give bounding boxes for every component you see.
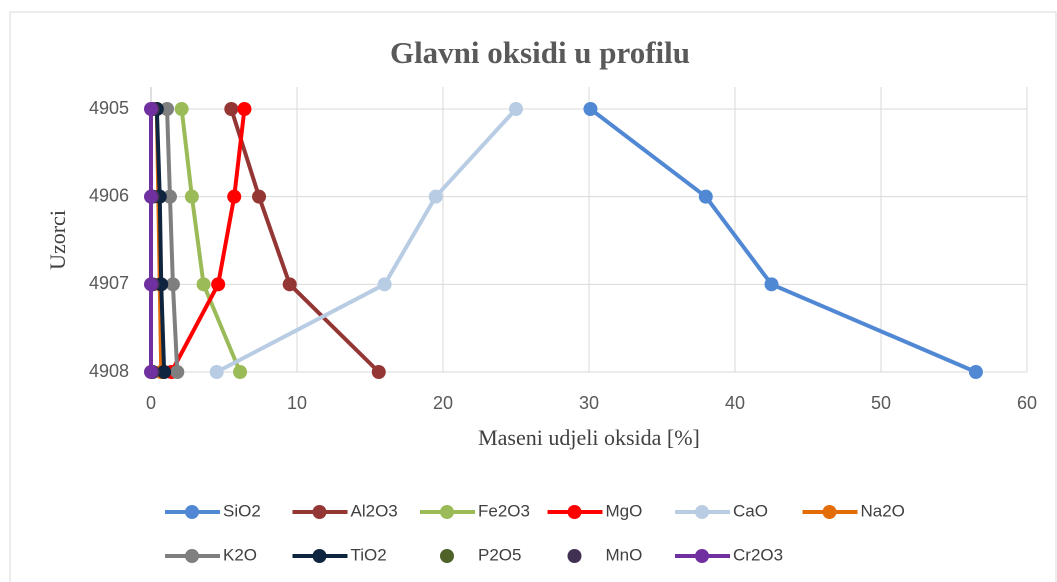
chart-title: Glavni oksidi u profilu xyxy=(390,35,690,70)
legend-marker xyxy=(312,505,327,519)
legend-marker xyxy=(440,549,454,563)
data-point xyxy=(144,365,158,379)
data-point xyxy=(509,102,523,116)
legend-marker xyxy=(567,505,582,519)
data-point xyxy=(174,102,189,116)
y-tick-label: 4907 xyxy=(89,273,129,293)
data-point xyxy=(144,189,158,204)
data-point xyxy=(157,365,172,379)
data-point xyxy=(371,365,386,379)
legend-marker xyxy=(312,549,327,563)
data-point xyxy=(252,189,267,204)
data-point xyxy=(227,189,242,204)
series-line xyxy=(589,107,977,374)
data-point xyxy=(428,189,443,204)
data-point xyxy=(170,365,185,379)
legend-label: Na2O xyxy=(861,501,905,520)
legend-marker xyxy=(695,505,709,519)
series-line xyxy=(165,108,180,373)
x-tick-label: 50 xyxy=(871,393,891,413)
x-tick-label: 20 xyxy=(433,393,453,413)
data-point xyxy=(196,277,211,292)
x-axis-title: Maseni udjeli oksida [%] xyxy=(478,425,700,450)
legend-label: SiO2 xyxy=(223,501,261,520)
legend-label: Al2O3 xyxy=(351,501,398,520)
legend-marker xyxy=(185,505,199,519)
x-tick-label: 0 xyxy=(146,393,156,413)
legend-marker xyxy=(185,549,199,563)
data-point xyxy=(184,189,199,204)
data-point xyxy=(162,189,177,204)
data-point xyxy=(209,365,224,379)
series-line xyxy=(215,107,518,374)
legend-marker xyxy=(822,505,837,519)
series-line xyxy=(154,108,167,373)
x-tick-label: 10 xyxy=(287,393,307,413)
legend-label: CaO xyxy=(733,501,768,520)
data-point xyxy=(237,102,252,116)
data-point xyxy=(211,277,226,292)
legend-label: TiO2 xyxy=(351,545,387,564)
data-point xyxy=(282,277,297,292)
x-tick-label: 40 xyxy=(725,393,745,413)
y-tick-label: 4905 xyxy=(89,98,129,118)
series-line xyxy=(169,108,247,373)
data-point xyxy=(144,277,158,292)
legend-marker xyxy=(440,505,454,519)
data-point xyxy=(377,277,392,292)
x-tick-label: 30 xyxy=(579,393,599,413)
data-point xyxy=(764,277,779,292)
data-point xyxy=(165,277,180,292)
legend-label: P2O5 xyxy=(478,545,521,564)
legend-label: Fe2O3 xyxy=(478,501,530,520)
data-point xyxy=(224,102,239,116)
x-tick-label: 60 xyxy=(1017,393,1037,413)
data-point xyxy=(233,365,248,379)
legend-marker xyxy=(567,549,582,563)
series-line xyxy=(179,108,242,373)
legend-label: Cr2O3 xyxy=(733,545,783,564)
y-tick-label: 4906 xyxy=(89,185,129,205)
legend-marker xyxy=(695,549,709,563)
y-axis-title: Uzorci xyxy=(45,210,70,270)
chart-border xyxy=(9,11,1057,582)
y-tick-label: 4908 xyxy=(89,361,129,381)
legend-label: MgO xyxy=(606,501,643,520)
data-point xyxy=(968,365,983,379)
data-point xyxy=(144,102,158,116)
data-point xyxy=(160,102,175,116)
series-line xyxy=(229,108,381,374)
data-point xyxy=(698,189,713,204)
legend-label: MnO xyxy=(606,545,643,564)
legend-label: K2O xyxy=(223,545,257,564)
data-point xyxy=(583,102,598,116)
